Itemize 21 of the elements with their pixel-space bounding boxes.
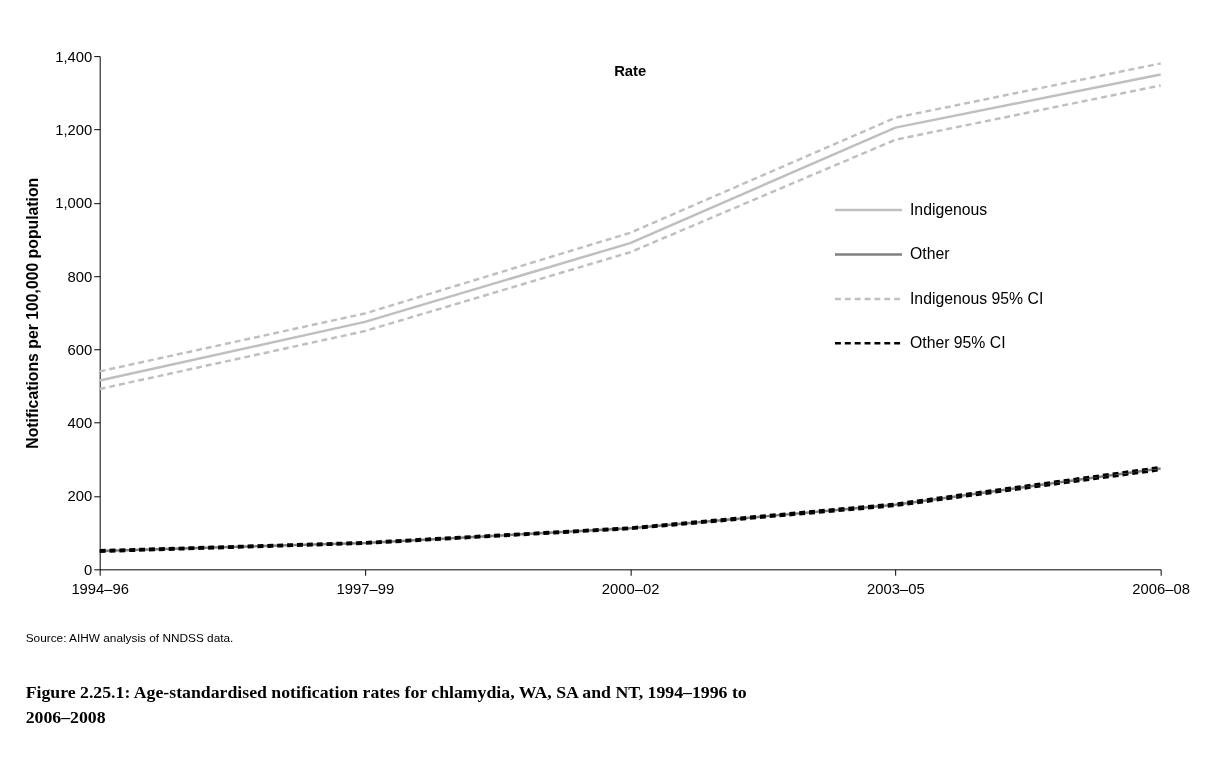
legend-label: Indigenous [909, 201, 988, 219]
y-tick-label: 400 [67, 415, 93, 432]
legend-label: Other 95% CI [909, 334, 1006, 352]
y-tick-label: 1,000 [55, 195, 93, 212]
text: Rate [614, 62, 647, 79]
x-tick-label: 2006–08 [1132, 580, 1190, 597]
source-note: Source: AIHW analysis of NNDSS data. [25, 631, 234, 646]
x-tick-label: 1994–96 [71, 580, 129, 597]
y-tick-label: 0 [84, 561, 93, 578]
x-tick-label: 1997–99 [336, 580, 395, 597]
legend-label: Other [909, 245, 950, 263]
caption: Figure 2.25.1: Age-standardised notification rates for chlamydia, WA, SA and NT, 1994–1996 to 2006–2008 [25, 681, 747, 728]
y-tick-label: 600 [67, 341, 93, 358]
y-tick-label: 1,200 [55, 121, 93, 138]
y-axis-title: Notifications per 100,000 population [24, 177, 42, 449]
x-tick-label: 2003–05 [867, 580, 925, 597]
y-tick-label: 1,400 [55, 48, 93, 65]
x-tick-label: 2000–02 [601, 580, 660, 597]
y-tick-label: 800 [67, 268, 93, 285]
y-tick-label: 200 [67, 488, 93, 505]
legend-label: Indigenous 95% CI [909, 289, 1044, 307]
